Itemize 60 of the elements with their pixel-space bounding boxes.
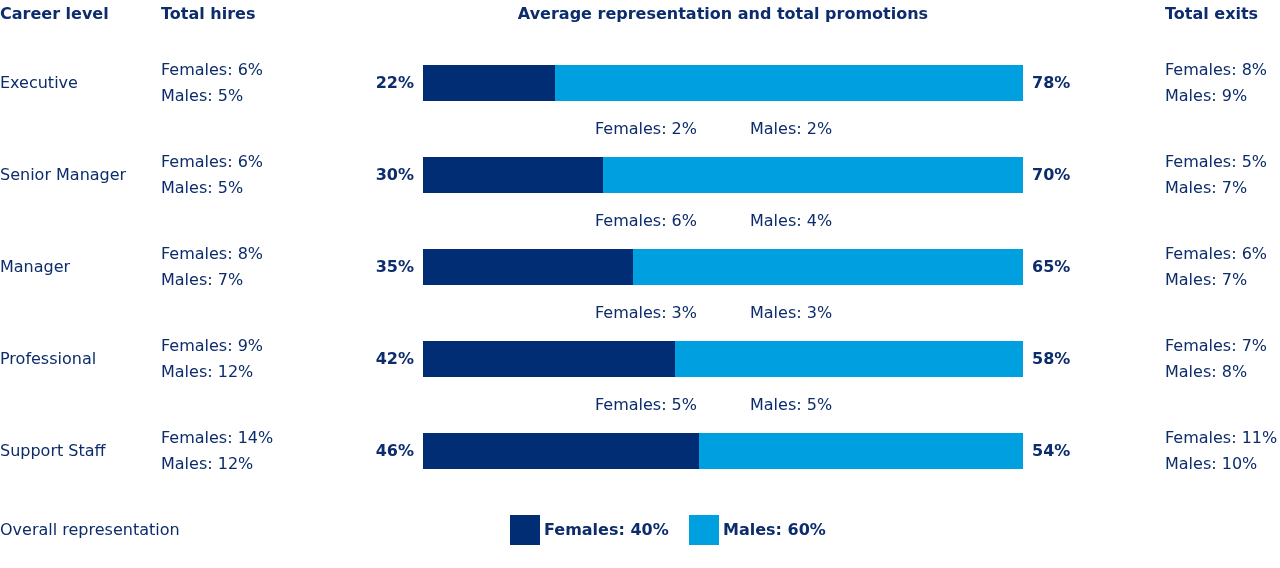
text: Total hires	[161, 4, 256, 23]
y-axis-title: Career level	[0, 4, 109, 23]
bar	[423, 433, 699, 469]
data-label: 65%	[1032, 257, 1071, 276]
text: Females: 11%	[1165, 428, 1278, 447]
text: Females: 8%	[1165, 60, 1268, 79]
text: Males: 12%	[161, 362, 254, 381]
text: Females: 8%	[161, 244, 264, 263]
text: Males: 5%	[161, 178, 244, 197]
bar	[675, 341, 1023, 377]
annotation: Males: 4%	[750, 211, 833, 230]
text: Total exits	[1165, 4, 1259, 23]
annotation: Females: 5%	[594, 395, 697, 414]
text: Females: 6%	[1165, 244, 1268, 263]
text: Males: 7%	[161, 270, 244, 289]
annotation: Females: 2%	[594, 119, 697, 138]
text: Males: 9%	[1165, 86, 1248, 105]
text: Females: 7%	[1165, 336, 1268, 355]
text: Females: 6%	[161, 60, 264, 79]
data-label: 42%	[375, 349, 414, 368]
text: Males: 7%	[1165, 178, 1248, 197]
bar	[423, 65, 555, 101]
annotation: Males: 5%	[750, 395, 833, 414]
data-label: 58%	[1032, 349, 1071, 368]
annotation: Males: 3%	[750, 303, 833, 322]
chart-title: Average representation and total promotions	[517, 4, 929, 23]
text: Females: 6%	[161, 152, 264, 171]
bar	[633, 249, 1023, 285]
text: Females: 9%	[161, 336, 264, 355]
text: Males: 8%	[1165, 362, 1248, 381]
data-label: 35%	[375, 257, 414, 276]
bar	[423, 341, 675, 377]
data-label: 54%	[1032, 441, 1071, 460]
text: Females: 14%	[161, 428, 274, 447]
legend-label: Males: 60%	[723, 520, 826, 539]
y-tick-label: Senior Manager	[0, 165, 127, 184]
text: Males: 5%	[161, 86, 244, 105]
text: Females: 5%	[1165, 152, 1268, 171]
data-label: 70%	[1032, 165, 1071, 184]
bar	[603, 157, 1023, 193]
bar	[423, 249, 633, 285]
legend-title: Overall representation	[0, 520, 180, 539]
bar	[699, 433, 1023, 469]
data-label: 78%	[1032, 73, 1071, 92]
y-tick-label: Professional	[0, 349, 97, 368]
annotation: Females: 6%	[594, 211, 697, 230]
legend-label: Females: 40%	[544, 520, 669, 539]
text: Males: 12%	[161, 454, 254, 473]
bar	[555, 65, 1023, 101]
y-tick-label: Manager	[0, 257, 71, 276]
text: Males: 7%	[1165, 270, 1248, 289]
y-tick-label: Executive	[0, 73, 78, 92]
bar	[423, 157, 603, 193]
data-label: 46%	[375, 441, 414, 460]
annotation: Males: 2%	[750, 119, 833, 138]
text: Males: 10%	[1165, 454, 1258, 473]
data-label: 22%	[375, 73, 414, 92]
y-tick-label: Support Staff	[0, 441, 107, 460]
annotation: Females: 3%	[594, 303, 697, 322]
data-label: 30%	[375, 165, 414, 184]
